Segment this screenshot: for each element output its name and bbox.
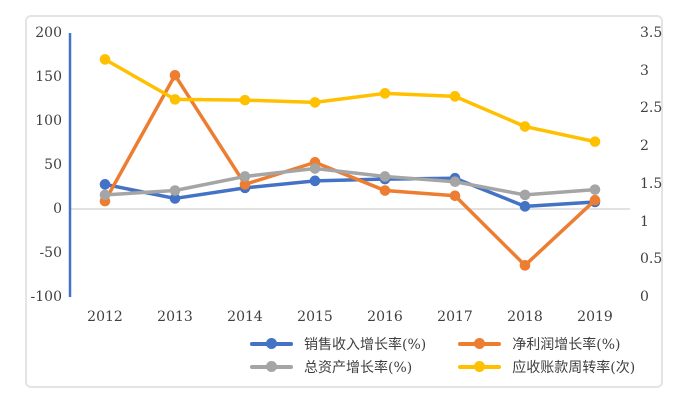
legend-label: 销售收入增长率(%): [304, 336, 427, 353]
legend: 销售收入增长率(%) 净利润增长率(%) 总资产增长率(%) 应收账款周转率(次…: [250, 333, 635, 377]
data-point: [519, 260, 531, 271]
data-point: [239, 94, 251, 106]
left-axis-tick: 0: [53, 201, 62, 217]
legend-dot-icon: [266, 338, 277, 349]
data-point: [169, 94, 181, 105]
x-axis-label: 2016: [367, 309, 403, 325]
data-point: [309, 175, 321, 187]
data-point: [99, 189, 111, 201]
series-line-2: [103, 166, 597, 197]
data-point: [589, 136, 601, 147]
legend-marker-icon: [250, 361, 293, 372]
right-axis-tick: 0: [640, 289, 649, 305]
legend-label: 净利润增长率(%): [512, 336, 621, 353]
legend-label: 应收账款周转率(次): [512, 359, 636, 376]
right-axis-tick: 0.5: [640, 251, 663, 268]
data-point: [169, 69, 181, 81]
left-axis-tick: 150: [35, 69, 62, 85]
legend-marker-icon: [458, 338, 502, 349]
data-point: [589, 184, 601, 195]
data-point: [519, 121, 531, 132]
data-point: [379, 185, 391, 196]
data-point: [169, 185, 181, 196]
x-axis-label: 2012: [87, 309, 123, 325]
legend-dot-icon: [474, 338, 486, 349]
data-point: [449, 190, 461, 202]
right-axis-tick: 1.5: [640, 175, 663, 192]
series-line-0: [103, 176, 597, 209]
data-point: [519, 189, 531, 201]
data-point: [99, 54, 111, 65]
data-point: [309, 97, 321, 108]
legend-item-sales-revenue-growth: 销售收入增长率(%): [250, 333, 426, 354]
left-axis-tick: 200: [35, 25, 62, 41]
legend-dot-icon: [474, 361, 486, 372]
left-axis-tick: 50: [44, 157, 62, 173]
data-point: [449, 91, 461, 102]
x-axis-label: 2015: [297, 309, 333, 325]
left-axis-tick: 100: [35, 113, 62, 129]
x-axis-label: 2014: [227, 309, 263, 325]
right-axis-tick: 2: [640, 138, 649, 155]
left-axis-tick: -50: [39, 245, 62, 261]
x-axis-label: 2017: [437, 309, 473, 325]
legend-item-total-assets-growth: 总资产增长率(%): [250, 356, 426, 377]
legend-marker-icon: [458, 361, 502, 372]
right-axis-tick: 2.5: [640, 100, 663, 117]
legend-item-receivables-turnover: 应收账款周转率(次): [458, 356, 635, 377]
right-axis-tick: 3: [640, 62, 649, 79]
data-point: [309, 163, 321, 174]
right-axis-tick: 1: [640, 213, 649, 230]
data-point: [169, 193, 181, 204]
series-line-3: [103, 57, 597, 144]
chart-border-box: [25, 15, 663, 388]
x-axis-label: 2013: [157, 309, 193, 325]
legend-item-net-profit-growth: 净利润增长率(%): [458, 333, 635, 354]
right-axis-tick: 3.5: [640, 25, 663, 41]
left-axis-tick: -100: [30, 289, 62, 305]
legend-label: 总资产增长率(%): [304, 359, 413, 376]
legend-dot-icon: [266, 361, 277, 372]
data-point: [239, 179, 251, 190]
data-point: [239, 171, 251, 182]
data-point: [99, 179, 111, 190]
data-point: [379, 171, 391, 182]
data-point: [449, 176, 461, 188]
data-point: [589, 194, 601, 206]
series-line-1: [103, 73, 597, 268]
legend-marker-icon: [250, 338, 293, 349]
x-axis-label: 2018: [507, 309, 543, 325]
data-point: [519, 201, 531, 212]
x-axis-label: 2019: [577, 309, 613, 325]
data-point: [379, 88, 391, 99]
